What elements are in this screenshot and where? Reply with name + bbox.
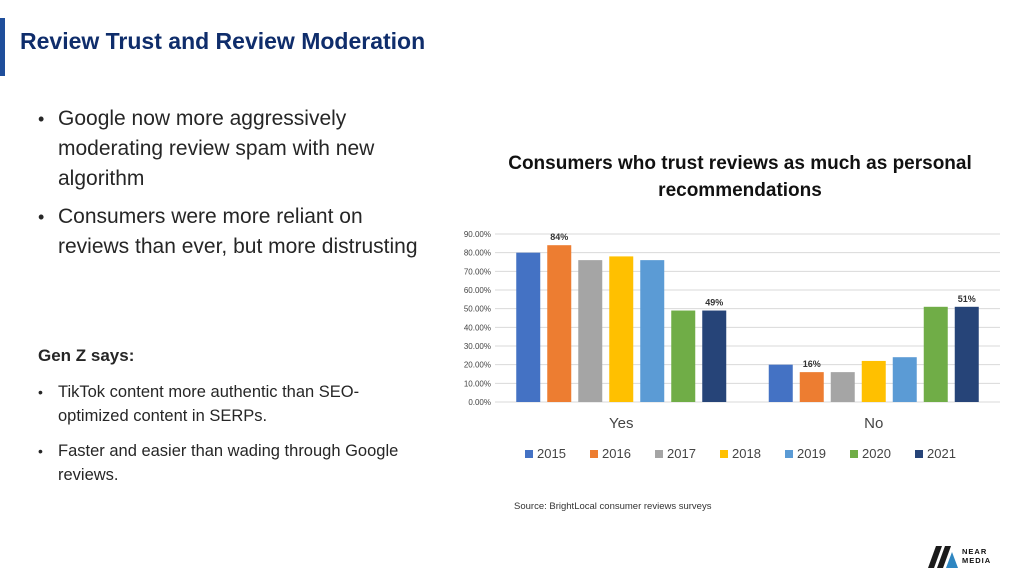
genz-bullet-item: Faster and easier than wading through Go… <box>38 439 428 487</box>
bar-2021-yes <box>702 310 727 402</box>
chart-title: Consumers who trust reviews as much as p… <box>508 153 972 201</box>
legend-label: 2015 <box>537 446 566 461</box>
y-tick-label: 50.00% <box>464 305 491 314</box>
legend-label: 2018 <box>732 446 761 461</box>
y-tick-label: 20.00% <box>464 361 491 370</box>
data-label: 49% <box>705 298 723 308</box>
x-category-label: Yes <box>609 415 633 432</box>
legend-label: 2017 <box>667 446 696 461</box>
bar-2017-yes <box>578 260 603 402</box>
bar-2018-yes <box>609 256 634 402</box>
legend-label: 2016 <box>602 446 631 461</box>
data-label: 16% <box>803 359 821 369</box>
bar-2015-yes <box>516 252 541 402</box>
bar-2019-no <box>892 357 917 402</box>
source-note: Source: BrightLocal consumer reviews sur… <box>514 501 712 512</box>
legend-swatch-2015 <box>525 450 533 458</box>
logo-line-2: MEDIA <box>962 556 992 565</box>
y-tick-label: 40.00% <box>464 323 491 332</box>
near-media-logo: NEAR MEDIA <box>928 544 991 568</box>
y-tick-label: 90.00% <box>464 230 491 239</box>
legend-swatch-2019 <box>785 450 793 458</box>
bar-2019-yes <box>640 260 665 402</box>
bar-chart: 0.00% 10.00% 20.00% 30.00% 40.00% 50.00% 60.00… <box>464 230 1000 461</box>
main-bullet-list: Google now more aggressively moderating … <box>38 104 438 270</box>
bar-2020-no <box>923 306 948 402</box>
legend-label: 2021 <box>927 446 956 461</box>
logo-line-1: NEAR <box>962 547 988 556</box>
title-accent-bar <box>0 18 5 76</box>
bar-2020-yes <box>671 310 696 402</box>
bar-2021-no <box>954 306 979 402</box>
logo-text: NEAR MEDIA <box>962 547 991 565</box>
x-category-label: No <box>864 415 883 432</box>
y-tick-label: 0.00% <box>468 398 491 407</box>
y-tick-label: 30.00% <box>464 342 491 351</box>
y-tick-label: 10.00% <box>464 379 491 388</box>
bar-2016-no <box>799 372 824 402</box>
data-label: 84% <box>550 232 568 242</box>
near-media-logo-icon <box>928 546 958 568</box>
legend-label: 2019 <box>797 446 826 461</box>
y-tick-label: 60.00% <box>464 286 491 295</box>
genz-bullet-item: TikTok content more authentic than SEO-o… <box>38 380 428 428</box>
genz-heading: Gen Z says: <box>38 346 135 365</box>
genz-bullet-list: TikTok content more authentic than SEO-o… <box>38 380 428 498</box>
bar-2016-yes <box>547 245 572 402</box>
legend-swatch-2021 <box>915 450 923 458</box>
bullet-item: Consumers were more reliant on reviews t… <box>38 202 438 262</box>
legend-label: 2020 <box>862 446 891 461</box>
legend-swatch-2018 <box>720 450 728 458</box>
bar-2015-no <box>768 364 793 402</box>
y-tick-label: 80.00% <box>464 249 491 258</box>
bar-2017-no <box>830 372 855 402</box>
legend-swatch-2020 <box>850 450 858 458</box>
legend-swatch-2017 <box>655 450 663 458</box>
y-tick-label: 70.00% <box>464 267 491 276</box>
slide-title: Review Trust and Review Moderation <box>20 28 426 54</box>
bullet-item: Google now more aggressively moderating … <box>38 104 438 194</box>
bar-2018-no <box>861 360 886 402</box>
data-label: 51% <box>958 294 976 304</box>
legend-swatch-2016 <box>590 450 598 458</box>
